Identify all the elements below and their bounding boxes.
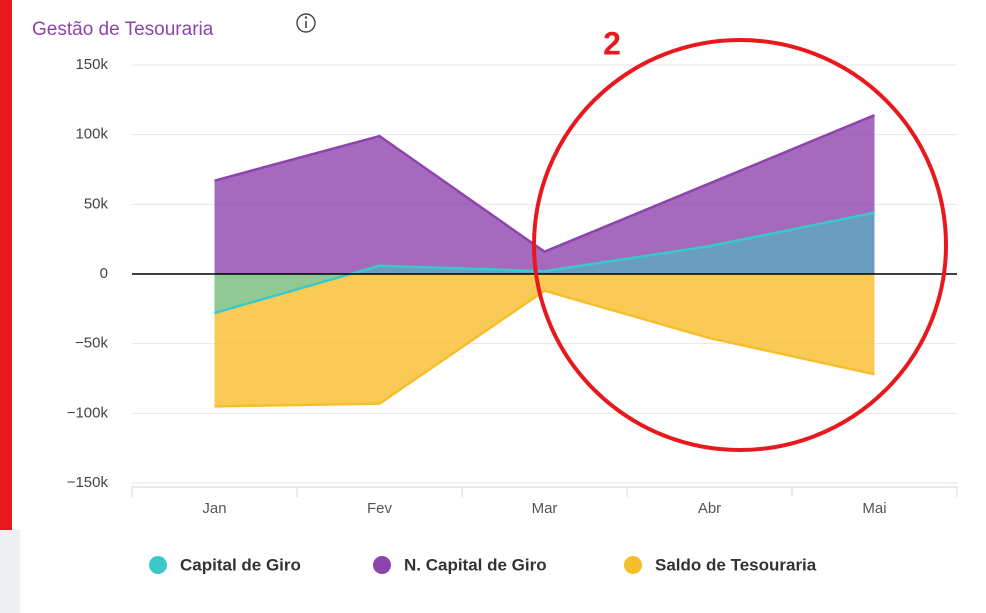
annotation-circle (532, 38, 948, 452)
x-tick-label: Jan (202, 500, 226, 517)
highlight-bar (0, 0, 12, 530)
y-tick-label: −100k (67, 404, 109, 421)
annotation-label: 2 (603, 25, 621, 61)
info-icon[interactable] (296, 13, 316, 33)
chart-title: Gestão de Tesouraria (32, 19, 214, 40)
x-tick-label: Abr (698, 500, 721, 517)
y-tick-label: 150k (75, 56, 108, 73)
y-tick-label: 0 (100, 265, 108, 282)
legend-label: Capital de Giro (180, 555, 301, 574)
area-fill (214, 212, 875, 314)
side-panel (0, 530, 20, 613)
y-tick-label: −150k (67, 474, 109, 491)
legend-swatch (624, 556, 642, 574)
x-tick-label: Mai (862, 500, 886, 517)
area-line (214, 114, 875, 254)
y-tick-label: −50k (75, 335, 108, 352)
legend-label: N. Capital de Giro (404, 555, 547, 574)
legend-swatch (149, 556, 167, 574)
x-tick-label: Fev (367, 500, 393, 517)
area-fill (214, 274, 875, 407)
legend-swatch (373, 556, 391, 574)
legend-label: Saldo de Tesouraria (655, 555, 817, 574)
y-tick-label: 100k (75, 126, 108, 143)
area-fill (214, 115, 875, 274)
x-tick-label: Mar (532, 500, 558, 517)
y-tick-label: 50k (84, 195, 109, 212)
area-line (214, 211, 875, 315)
area-line (214, 289, 875, 408)
